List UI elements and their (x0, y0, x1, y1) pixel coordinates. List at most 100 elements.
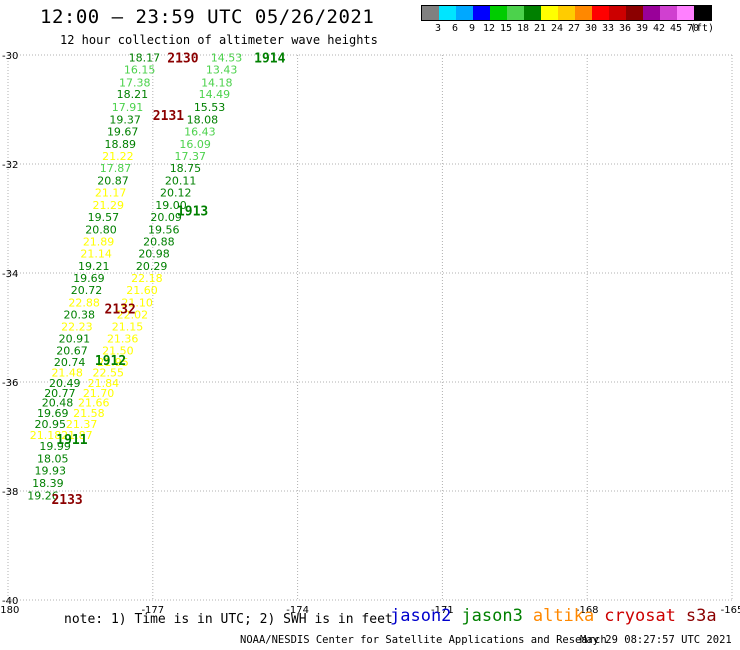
data-label: 21.29 (92, 199, 124, 212)
data-label: 19.57 (88, 211, 120, 224)
data-label: 17.38 (119, 76, 151, 89)
data-label: 22.55 (92, 367, 124, 380)
pass-label: 2131 (153, 109, 184, 124)
data-label: 19.26 (27, 489, 59, 502)
data-label: 20.09 (150, 211, 182, 224)
data-label: 16.09 (179, 138, 211, 151)
legend-swatch (592, 6, 609, 20)
y-tick-label: -36 (2, 378, 18, 389)
legend-label: 9 (468, 23, 476, 34)
y-tick-label: -30 (2, 51, 18, 62)
legend-label: 27 (567, 23, 581, 34)
data-label: 20.12 (160, 186, 192, 199)
grid-lines (7, 54, 733, 601)
legend-swatch (609, 6, 626, 20)
data-label: 18.08 (187, 113, 219, 126)
legend-swatch (490, 6, 507, 20)
data-label: 20.98 (138, 247, 170, 260)
satellite-legend: jason2 jason3 altika cryosat s3a (390, 606, 727, 626)
color-legend: 3 6 9 12 15 18 21 24 27 30 33 36 39 42 45 70 (ft) (421, 5, 715, 34)
data-label: 20.38 (64, 308, 96, 321)
legend-label: 18 (516, 23, 530, 34)
legend-label: 6 (451, 23, 459, 34)
data-label: 20.91 (59, 332, 91, 345)
x-tick-labels: -180 -177 -174 -171 -168 -165 (0, 605, 740, 616)
data-label: 21.36 (107, 332, 138, 345)
legend-swatch (473, 6, 490, 20)
data-label: 14.53 (211, 52, 243, 65)
data-label: 19.37 (109, 113, 141, 126)
legend-labels: 3 6 9 12 15 18 21 24 27 30 33 36 39 42 45 70 (ft) (421, 21, 715, 34)
pass-labels: 2130 1914 2131 1913 2132 1912 1911 2133 (51, 52, 285, 508)
data-label: 21.95 (97, 356, 129, 369)
y-tick-labels: -30 -32 -34 -36 -38 -40 (2, 51, 18, 607)
legend-label: 36 (618, 23, 632, 34)
legend-label: 33 (601, 23, 615, 34)
data-label: 21.58 (73, 407, 105, 420)
legend-label: 42 (652, 23, 666, 34)
data-label: 22.02 (117, 308, 149, 321)
page-title: 12:00 — 23:59 UTC 05/26/2021 (40, 6, 375, 28)
data-label: 21.84 (88, 377, 120, 390)
pass-label: 2132 (105, 302, 136, 317)
legend-label: 15 (499, 23, 513, 34)
legend-swatch (626, 6, 643, 20)
data-label: 20.74 (54, 356, 86, 369)
data-label: 22.23 (61, 320, 93, 333)
data-label: 19.67 (107, 125, 138, 138)
satellite-label: cryosat (604, 606, 676, 626)
data-label: 19.00 (155, 199, 187, 212)
pass-label: 1914 (254, 52, 285, 67)
data-label: 20.11 (165, 174, 197, 187)
y-tick-label: -34 (2, 269, 18, 280)
x-tick-label: -168 (576, 605, 599, 616)
data-label: 20.48 (42, 397, 74, 410)
legend-swatch (422, 6, 439, 20)
legend-swatch (575, 6, 592, 20)
data-label: 21.22 (102, 150, 133, 163)
data-label: 22.18 (131, 272, 163, 285)
data-label: 21.15 (112, 320, 144, 333)
legend-swatch (541, 6, 558, 20)
data-label: 21.10 (121, 296, 153, 309)
data-label: 14.18 (201, 76, 233, 89)
data-label: 15.53 (194, 101, 226, 114)
legend-label: 39 (635, 23, 649, 34)
data-label: 21.48 (51, 367, 83, 380)
pass-label: 2130 (167, 52, 198, 67)
data-label: 21.66 (78, 397, 110, 410)
data-label: 19.21 (78, 260, 110, 273)
footer-credit: NOAA/NESDIS Center for Satellite Applica… (240, 634, 607, 646)
legend-label: 12 (482, 23, 496, 34)
x-tick-label: -177 (141, 605, 164, 616)
legend-swatch (643, 6, 660, 20)
legend-swatch (456, 6, 473, 20)
footer-note: note: 1) Time is in UTC; 2) SWH is in fe… (64, 612, 393, 627)
data-label: 20.88 (143, 235, 175, 248)
data-label: 21.17 (95, 186, 127, 199)
satellite-label: jason2 (390, 606, 452, 626)
data-label: 22.88 (68, 296, 100, 309)
data-label: 20.87 (97, 174, 129, 187)
data-label: 20.72 (71, 284, 103, 297)
data-label: 13.43 (206, 64, 238, 77)
data-label: 18.21 (117, 88, 149, 101)
legend-swatch (677, 6, 694, 20)
footer-timestamp: May 29 08:27:57 UTC 2021 (580, 634, 732, 646)
legend-label: 70 (686, 23, 700, 34)
data-label: 14.49 (199, 88, 231, 101)
pass-label: 2133 (51, 493, 82, 508)
legend-label: 45 (669, 23, 683, 34)
data-label: 21.37 (66, 418, 98, 431)
data-label: 16.43 (184, 125, 216, 138)
data-label: 18.89 (105, 138, 136, 151)
legend-swatch (507, 6, 524, 20)
legend-label: (ft) (689, 23, 715, 34)
legend-label: 3 (434, 23, 442, 34)
x-tick-label: -171 (431, 605, 454, 616)
pass-label: 1913 (177, 204, 208, 219)
legend-swatch (439, 6, 456, 20)
y-tick-label: -32 (2, 160, 18, 171)
y-tick-label: -38 (2, 487, 18, 498)
